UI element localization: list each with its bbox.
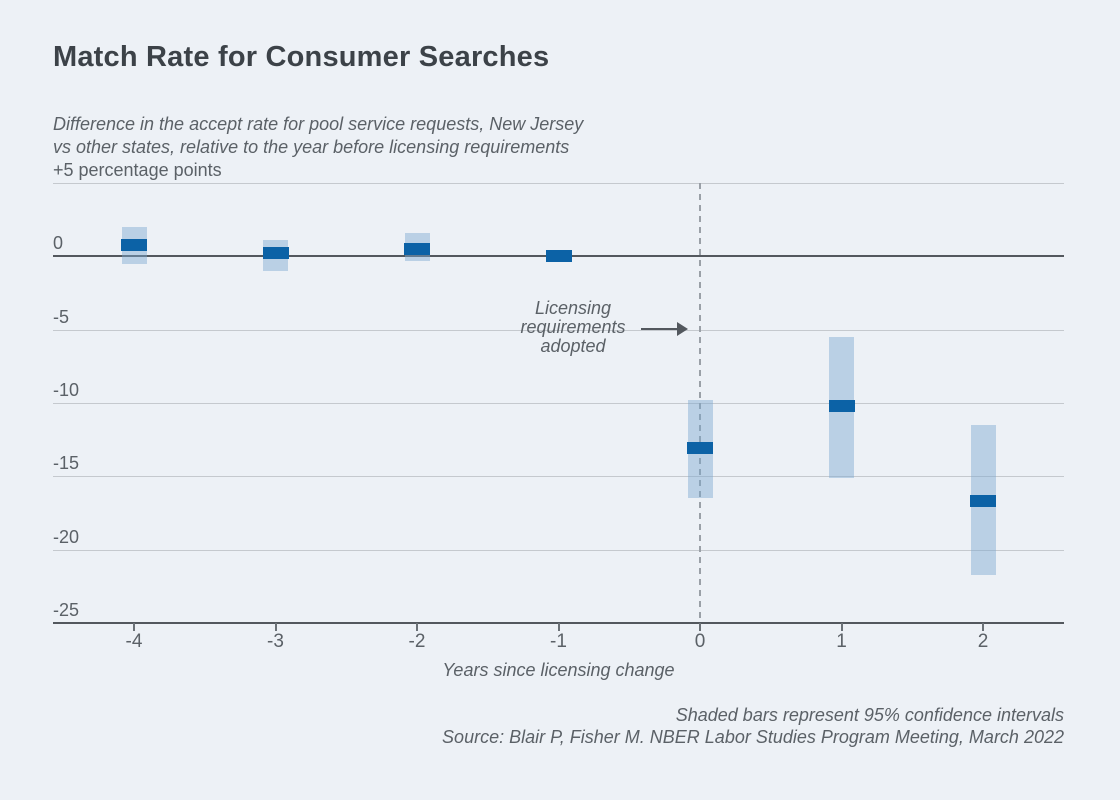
event-annotation-line-3: adopted	[540, 336, 606, 356]
y-tick-label: 0	[53, 233, 64, 254]
arrow-right-icon	[677, 322, 688, 336]
event-annotation-line-1: Licensing	[534, 298, 612, 318]
x-tick-label: -1	[550, 631, 567, 652]
chart-title: Match Rate for Consumer Searches	[53, 41, 550, 73]
y-tick-label: -10	[53, 380, 80, 400]
estimate-bar	[121, 238, 147, 251]
x-axis-tick	[416, 623, 418, 631]
event-dashed-line	[699, 183, 701, 623]
x-axis-tick	[982, 623, 984, 631]
gridline	[53, 549, 1064, 551]
footer-source: Source: Blair P, Fisher M. NBER Labor St…	[442, 727, 1064, 747]
x-tick-label: 1	[836, 631, 847, 652]
estimate-bar	[262, 247, 289, 260]
estimate-bar	[970, 495, 996, 508]
x-axis-tick	[274, 623, 277, 631]
chart-subtitle-line-1: Difference in the accept rate for pool s…	[53, 114, 584, 134]
gridline	[53, 183, 1064, 184]
x-axis-tick	[133, 623, 135, 631]
y-tick-label: -15	[53, 453, 80, 474]
y-tick-label: -20	[53, 526, 80, 547]
x-axis-tick	[699, 623, 701, 631]
x-axis-tick	[840, 623, 843, 631]
gridline	[53, 403, 1064, 404]
x-tick-label: -2	[408, 631, 426, 652]
chart-subtitle-line-2: vs other states, relative to the year be…	[53, 137, 570, 157]
chart-footer: Shaded bars represent 95% confidence int…	[442, 704, 1064, 748]
estimate-bar	[404, 243, 430, 255]
x-axis-tick	[557, 623, 560, 631]
footer-note: Shaded bars represent 95% confidence int…	[675, 705, 1064, 725]
x-tick-label: -4	[125, 631, 143, 652]
gridline	[53, 329, 1064, 331]
estimate-bar	[687, 442, 713, 455]
estimate-bar	[545, 250, 572, 263]
event-annotation-line-2: requirements	[520, 317, 626, 337]
y-tick-label: -5	[53, 306, 70, 327]
chart-subtitle: Difference in the accept rate for pool s…	[53, 113, 583, 159]
x-tick-label: 2	[977, 631, 989, 652]
arrow-line	[641, 328, 678, 330]
x-tick-label: 0	[694, 631, 706, 652]
estimate-bar	[828, 399, 855, 412]
event-annotation: Licensing requirements adopted	[483, 299, 663, 356]
gridline	[53, 476, 1064, 478]
x-axis-title: Years since licensing change	[442, 660, 675, 680]
y-tick-label: -25	[53, 600, 80, 620]
x-tick-label: -3	[267, 631, 284, 652]
y-tick-label: +5 percentage points	[53, 160, 222, 180]
